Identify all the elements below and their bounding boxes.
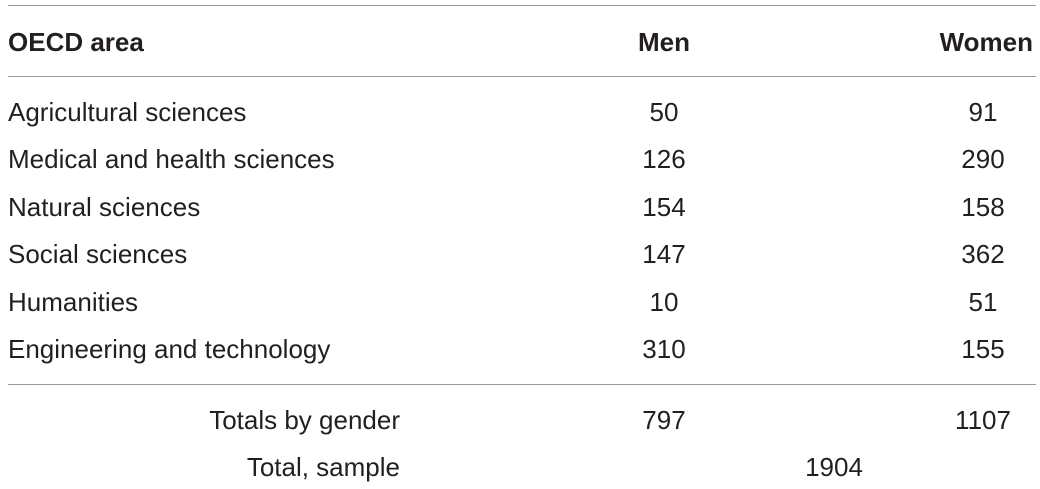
women-cell: 155 [961, 334, 1005, 364]
area-cell: Humanities [8, 287, 139, 317]
header-cell: Women [939, 27, 1033, 57]
header-cell: OECD area [8, 27, 144, 57]
area-cell: Engineering and technology [8, 334, 331, 364]
header-rule [8, 76, 1036, 77]
totals-men: 797 [642, 405, 686, 435]
men-cell: 10 [649, 287, 679, 317]
women-cell: 91 [968, 97, 998, 127]
men-cell: 154 [642, 192, 686, 222]
totals-rule [8, 384, 1036, 385]
top-rule [8, 5, 1036, 6]
area-cell: Agricultural sciences [8, 97, 247, 127]
men-cell: 147 [642, 239, 686, 269]
totals-women: 1107 [955, 405, 1011, 435]
area-cell: Social sciences [8, 239, 188, 269]
women-cell: 290 [961, 144, 1005, 174]
men-cell: 126 [642, 144, 686, 174]
area-cell: Natural sciences [8, 192, 201, 222]
women-cell: 51 [968, 287, 998, 317]
men-cell: 310 [642, 334, 686, 364]
sample-value: 1904 [805, 452, 863, 482]
men-cell: 50 [649, 97, 679, 127]
header-cell: Men [638, 27, 690, 57]
sample-label: Total, sample [246, 452, 400, 482]
women-cell: 158 [961, 192, 1005, 222]
women-cell: 362 [961, 239, 1005, 269]
area-cell: Medical and health sciences [8, 144, 335, 174]
totals-label: Totals by gender [209, 405, 400, 435]
